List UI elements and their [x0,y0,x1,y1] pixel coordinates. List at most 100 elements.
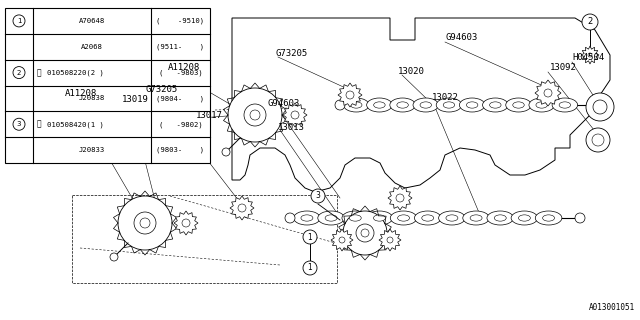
Text: 1: 1 [308,233,312,242]
Text: (   -9803): ( -9803) [159,69,202,76]
Ellipse shape [436,98,461,112]
Bar [72,195,337,283]
Ellipse shape [518,215,531,221]
Ellipse shape [342,211,369,225]
Text: (9803-    ): (9803- ) [156,147,205,153]
Circle shape [182,219,190,227]
Polygon shape [379,229,401,251]
Text: 13013: 13013 [278,124,305,132]
Circle shape [13,67,25,79]
Text: (9511-    ): (9511- ) [156,44,205,50]
Text: 3: 3 [17,121,21,127]
Circle shape [291,111,299,119]
Text: (    -9510): ( -9510) [156,18,205,24]
Circle shape [238,204,246,212]
Ellipse shape [351,102,362,108]
Text: H04504: H04504 [572,53,604,62]
Text: 2: 2 [17,69,21,76]
Text: 13017: 13017 [196,110,223,119]
Text: A70648: A70648 [79,18,105,24]
Ellipse shape [390,211,417,225]
Ellipse shape [397,102,408,108]
Circle shape [134,212,156,234]
Circle shape [118,196,172,250]
Text: 010508420(1 ): 010508420(1 ) [47,121,104,127]
Ellipse shape [301,215,313,221]
Text: 13020: 13020 [398,68,425,76]
Ellipse shape [438,211,465,225]
Circle shape [346,91,354,99]
Circle shape [586,128,610,152]
Circle shape [575,213,585,223]
Circle shape [343,211,387,255]
Circle shape [396,194,404,202]
Polygon shape [388,186,412,210]
Ellipse shape [420,102,431,108]
Ellipse shape [349,215,361,221]
Ellipse shape [367,98,392,112]
Ellipse shape [294,211,320,225]
Text: A11208: A11208 [168,63,200,73]
Circle shape [588,53,592,57]
Polygon shape [331,229,353,251]
Ellipse shape [487,211,513,225]
Text: J20838: J20838 [79,95,105,101]
Circle shape [592,134,604,146]
Ellipse shape [483,98,508,112]
Circle shape [250,110,260,120]
Polygon shape [581,46,599,64]
Ellipse shape [467,102,478,108]
Circle shape [339,237,345,243]
Ellipse shape [535,211,562,225]
Text: (9804-    ): (9804- ) [156,95,205,102]
Text: G73205: G73205 [145,84,177,93]
Ellipse shape [390,98,415,112]
Text: 13019: 13019 [122,95,149,105]
Text: 1: 1 [308,263,312,273]
Circle shape [544,89,552,97]
Polygon shape [535,80,561,106]
Text: 13092: 13092 [550,63,577,73]
Polygon shape [283,103,307,127]
Text: A013001051: A013001051 [589,303,635,312]
Ellipse shape [415,211,441,225]
Ellipse shape [446,215,458,221]
Ellipse shape [373,215,385,221]
Circle shape [228,88,282,142]
Text: G94603: G94603 [268,99,300,108]
Circle shape [582,14,598,30]
Ellipse shape [422,215,434,221]
Circle shape [244,104,266,126]
Circle shape [335,100,345,110]
Ellipse shape [536,102,547,108]
Ellipse shape [397,215,410,221]
Ellipse shape [460,98,485,112]
Text: (   -9802): ( -9802) [159,121,202,127]
Text: J20833: J20833 [79,147,105,153]
Ellipse shape [506,98,531,112]
Ellipse shape [444,102,454,108]
Ellipse shape [325,215,337,221]
Text: A11208: A11208 [65,89,97,98]
Circle shape [586,93,614,121]
Text: 3: 3 [316,191,321,201]
Ellipse shape [513,102,524,108]
Circle shape [140,218,150,228]
Text: Ⓑ: Ⓑ [37,120,42,129]
Ellipse shape [529,98,554,112]
Circle shape [110,253,118,261]
Ellipse shape [494,215,506,221]
Text: 13022: 13022 [432,92,459,101]
Circle shape [311,189,325,203]
Polygon shape [174,211,198,235]
Ellipse shape [543,215,555,221]
Ellipse shape [463,211,490,225]
Ellipse shape [511,211,538,225]
Circle shape [356,224,374,242]
Circle shape [222,148,230,156]
Polygon shape [230,196,254,220]
Circle shape [593,100,607,114]
Circle shape [303,230,317,244]
Ellipse shape [374,102,385,108]
Ellipse shape [559,102,571,108]
